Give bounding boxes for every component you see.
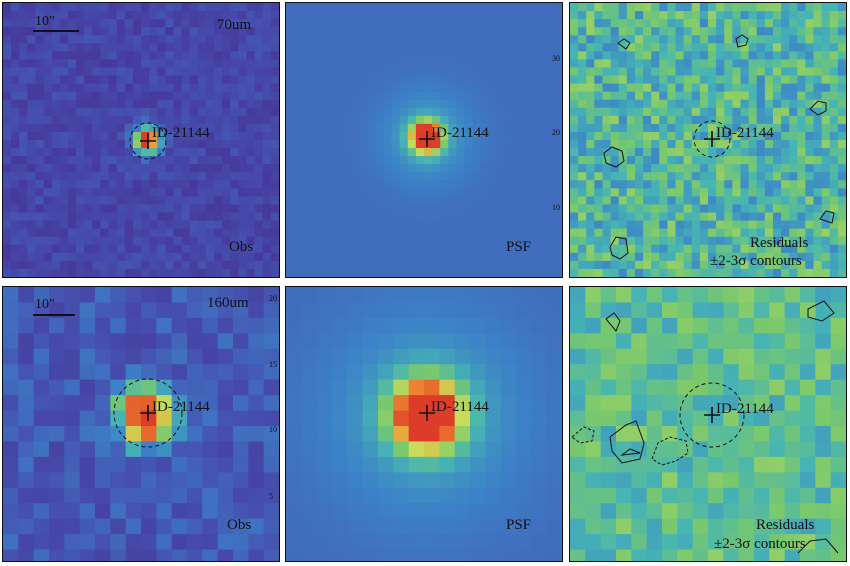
corner-label: PSF bbox=[506, 239, 531, 255]
panel-70um-psf-image: ID-21144 30 20 10 PSF bbox=[286, 3, 562, 277]
panel-70um-residuals-image: ID-21144 Residuals ±2-3σ contours bbox=[570, 3, 846, 277]
source-label: ID-21144 bbox=[716, 125, 774, 141]
panel-160um-residuals: ID-21144 Residuals ±2-3σ contours bbox=[569, 286, 847, 562]
pixel-map bbox=[570, 287, 846, 561]
panel-70um-obs: ID-21144 10" 70um Obs bbox=[2, 2, 280, 278]
tick-label-15: 15 bbox=[269, 360, 277, 369]
corner-label: Obs bbox=[229, 239, 253, 255]
residual-contours bbox=[603, 34, 835, 260]
pixel-map bbox=[3, 287, 279, 561]
band-label: 160um bbox=[207, 295, 249, 311]
source-cross bbox=[140, 133, 156, 149]
band-label: 70um bbox=[217, 17, 252, 33]
corner-label: Residuals bbox=[756, 517, 814, 533]
panel-160um-psf-image: ID-21144 PSF bbox=[286, 287, 562, 561]
source-cross bbox=[704, 131, 720, 147]
corner-label: PSF bbox=[506, 517, 531, 533]
tick-label-30: 30 bbox=[552, 54, 560, 63]
corner-label-line2: ±2-3σ contours bbox=[710, 253, 802, 269]
corner-label-line2: ±2-3σ contours bbox=[714, 536, 806, 552]
panel-70um-obs-image: ID-21144 10" 70um Obs bbox=[3, 3, 279, 277]
source-label: ID-21144 bbox=[152, 399, 210, 415]
panel-160um-obs-image: ID-21144 10" 160um 20 15 10 5 Obs bbox=[3, 287, 279, 561]
source-cross bbox=[419, 405, 435, 421]
source-label: ID-21144 bbox=[431, 125, 489, 141]
tick-label-10: 10 bbox=[552, 203, 560, 212]
panel-160um-residuals-image: ID-21144 Residuals ±2-3σ contours bbox=[570, 287, 846, 561]
source-label: ID-21144 bbox=[431, 399, 489, 415]
aperture-circle bbox=[113, 378, 183, 448]
tick-label-20: 20 bbox=[552, 128, 560, 137]
panel-160um-obs: ID-21144 10" 160um 20 15 10 5 Obs bbox=[2, 286, 280, 562]
panel-70um-residuals: ID-21144 Residuals ±2-3σ contours bbox=[569, 2, 847, 278]
pixel-map bbox=[286, 287, 562, 561]
corner-label: Residuals bbox=[750, 235, 808, 251]
pixel-map bbox=[286, 3, 562, 277]
source-cross bbox=[419, 131, 435, 147]
negative-contours bbox=[571, 426, 689, 466]
pixel-map bbox=[570, 3, 846, 277]
panel-70um-psf: ID-21144 30 20 10 PSF bbox=[285, 2, 563, 278]
tick-label-5: 5 bbox=[269, 492, 273, 501]
source-cross bbox=[704, 407, 720, 423]
pixel-map bbox=[3, 3, 279, 277]
scale-bar-label: 10" bbox=[35, 14, 55, 29]
tick-label-10: 10 bbox=[269, 425, 277, 434]
source-label: ID-21144 bbox=[716, 401, 774, 417]
aperture-circle bbox=[679, 382, 745, 448]
source-cross bbox=[140, 405, 156, 421]
aperture-circle bbox=[129, 122, 167, 160]
tick-label-20: 20 bbox=[269, 294, 277, 303]
scale-bar-label: 10" bbox=[35, 297, 55, 312]
corner-label: Obs bbox=[227, 517, 251, 533]
aperture-circle bbox=[693, 120, 731, 158]
residual-contours bbox=[605, 300, 839, 554]
panel-160um-psf: ID-21144 PSF bbox=[285, 286, 563, 562]
source-label: ID-21144 bbox=[152, 125, 210, 141]
